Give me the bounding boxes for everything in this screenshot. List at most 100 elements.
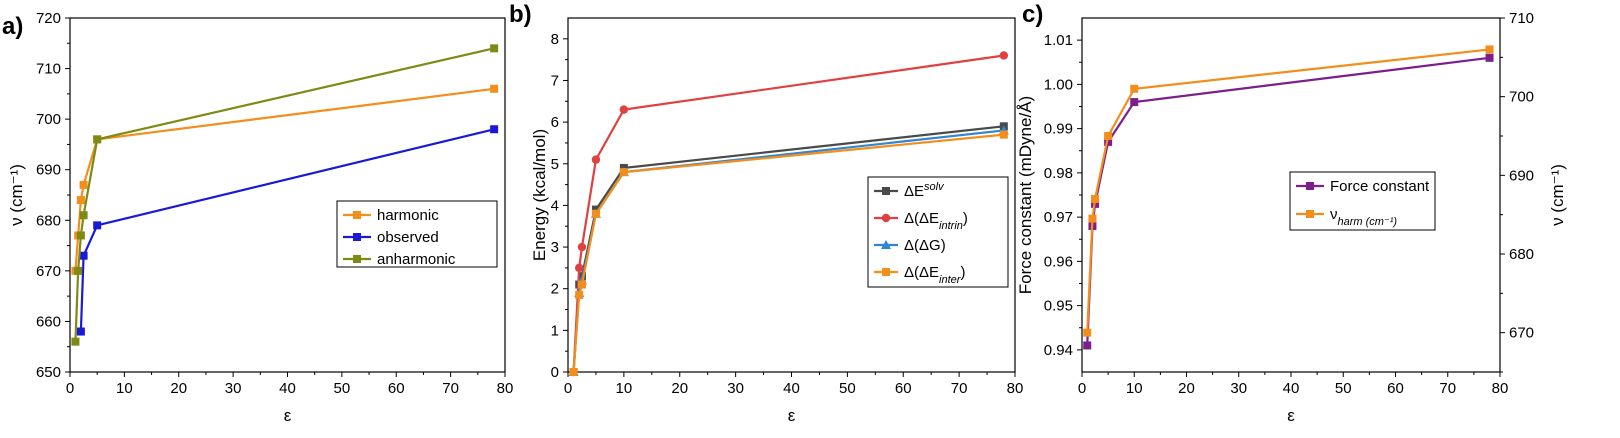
series-1: [76, 125, 499, 336]
y-tick-label: 8: [551, 31, 559, 48]
y-tick-label: 650: [36, 364, 61, 381]
data-point: [71, 337, 80, 346]
data-point: [999, 51, 1009, 60]
panel-label: b): [509, 1, 532, 28]
data-point: [93, 135, 102, 144]
data-point: [591, 209, 600, 218]
x-tick-label: 10: [116, 380, 133, 397]
x-tick-label: 40: [279, 380, 296, 397]
x-tick-label: 70: [951, 380, 968, 397]
data-point: [1088, 214, 1097, 223]
x-tick-label: 40: [1283, 380, 1300, 397]
series-line: [1086, 48, 1490, 333]
x-tick-label: 50: [839, 380, 856, 397]
legend: Force constant νharm (cm⁻¹): [1289, 171, 1436, 231]
y-tick-label: 1.01: [1044, 32, 1073, 49]
legend-swatch-marker: [1306, 182, 1314, 190]
series-line: [74, 47, 495, 342]
x-tick-label: 30: [727, 380, 744, 397]
legend: ΔEsolv Δ(ΔEintrin) Δ(ΔG) Δ(ΔEinter): [867, 176, 1009, 288]
y-tick-label: 0.94: [1044, 342, 1073, 359]
data-point: [619, 168, 628, 177]
data-point: [76, 231, 85, 240]
x-tick-label: 20: [1178, 380, 1195, 397]
x-tick-label: 10: [1126, 380, 1143, 397]
x-tick-label: 0: [66, 380, 74, 397]
legend-entry: νharm (cm⁻¹): [1330, 206, 1397, 228]
y-tick-label: 710: [36, 61, 61, 78]
x-tick-label: 40: [783, 380, 800, 397]
series-3: [569, 130, 1008, 376]
data-point: [490, 44, 499, 53]
series-line: [79, 128, 495, 332]
x-axis-label: ε: [284, 406, 292, 425]
series-1: [1083, 45, 1494, 337]
data-point: [591, 155, 601, 164]
data-point: [1485, 53, 1494, 62]
legend-swatch-marker: [1306, 210, 1314, 218]
y-tick-label: 0.96: [1044, 253, 1073, 270]
y-tick-label: 4: [551, 197, 559, 214]
legend-swatch-marker: [353, 233, 361, 241]
x-tick-label: 80: [497, 380, 514, 397]
legend: harmonic observed anharmonic: [336, 200, 498, 268]
legend-box: [867, 176, 1009, 288]
y-tick-label: 2: [551, 281, 559, 298]
series-line: [74, 87, 495, 271]
y-tick-label: 0: [551, 364, 559, 381]
data-point: [79, 211, 88, 220]
legend-entry: Δ(ΔG): [904, 237, 946, 254]
y-axis-label: Energy (kcal/mol): [530, 129, 549, 261]
x-tick-label: 60: [1387, 380, 1404, 397]
y2-tick-label: 670: [1509, 325, 1534, 342]
data-point: [93, 221, 102, 230]
x-tick-label: 0: [564, 380, 572, 397]
data-point: [575, 290, 584, 299]
x-tick-label: 70: [1439, 380, 1456, 397]
x-axis-label: ε: [1287, 406, 1295, 425]
data-point: [1130, 84, 1139, 93]
y-tick-label: 0.98: [1044, 165, 1073, 182]
y-tick-label: 6: [551, 114, 559, 131]
y2-tick-label: 680: [1509, 246, 1534, 263]
data-point: [1104, 137, 1113, 146]
y-tick-label: 3: [551, 239, 559, 256]
x-tick-label: 20: [170, 380, 187, 397]
y-tick-label: 1: [551, 322, 559, 339]
y-tick-label: 720: [36, 10, 61, 27]
y2-tick-label: 690: [1509, 167, 1534, 184]
x-tick-label: 30: [1230, 380, 1247, 397]
legend-swatch-marker: [353, 211, 361, 219]
y-tick-label: 680: [36, 212, 61, 229]
legend-entry: anharmonic: [377, 251, 456, 268]
data-point: [577, 280, 586, 289]
data-point: [999, 130, 1008, 139]
x-tick-label: 20: [671, 380, 688, 397]
data-point: [1130, 98, 1139, 107]
y-tick-label: 700: [36, 111, 61, 128]
data-point: [1091, 194, 1100, 203]
data-point: [74, 266, 83, 275]
data-point: [79, 180, 88, 189]
x-tick-label: 80: [1007, 380, 1024, 397]
chart-panel-a: a) 0 10 20 30 40 50 60 70 80 650 660 670 680 690 700 710…: [2, 10, 513, 425]
legend-swatch-marker: [882, 187, 890, 195]
legend-entry: ΔEsolv: [904, 181, 945, 200]
data-point: [569, 368, 578, 376]
y-axis-label: ν (cm⁻¹): [7, 164, 26, 226]
data-point: [1104, 132, 1113, 140]
x-axis-label: ε: [788, 406, 796, 425]
y-tick-label: 660: [36, 313, 61, 330]
x-tick-label: 50: [1335, 380, 1352, 397]
legend-swatch-marker: [881, 240, 891, 249]
legend-box: [336, 200, 498, 268]
legend-entry: Δ(ΔEinter): [904, 264, 965, 286]
y-axis-label: Force constant (mDyne/Å): [1016, 96, 1035, 294]
plot-frame: [69, 17, 506, 373]
y2-tick-label: 700: [1509, 89, 1534, 106]
data-point: [79, 251, 88, 260]
legend-swatch-marker: [882, 268, 890, 276]
data-point: [76, 327, 85, 336]
legend-swatch-marker: [353, 255, 361, 263]
x-tick-label: 50: [334, 380, 351, 397]
